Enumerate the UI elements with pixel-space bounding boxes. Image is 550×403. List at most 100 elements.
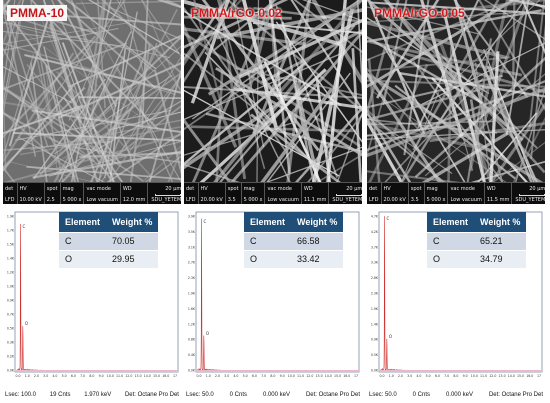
- vac-cell: vac mode Low vacuum: [84, 183, 121, 204]
- x-tick-label: 0.0: [379, 374, 384, 378]
- fiber: [443, 16, 486, 182]
- fiber: [447, 46, 453, 182]
- x-tick-label: 6.0: [71, 374, 76, 378]
- x-tick-label: 10.0: [288, 374, 295, 378]
- fiber: [156, 0, 181, 9]
- y-tick-label: 0.8K: [188, 338, 196, 342]
- y-tick-label: 1.7K: [7, 229, 15, 233]
- x-tick-label: 4.0: [233, 374, 238, 378]
- fiber: [417, 0, 480, 129]
- spot-cell: spot 2.5: [45, 183, 61, 204]
- fiber: [141, 145, 181, 182]
- fiber: [383, 0, 538, 149]
- hv-cell: HV 20.00 kV: [382, 183, 409, 204]
- x-tick-label: 8.0: [270, 374, 275, 378]
- scale-bar: 20 µm SDU_YETEM: [332, 186, 363, 203]
- fiber: [3, 87, 144, 182]
- fiber: [367, 21, 508, 60]
- fiber: [367, 124, 458, 137]
- fiber: [201, 0, 320, 152]
- x-tick-label: 0.0: [196, 374, 201, 378]
- element-weight-table: Element Weight % C 70.05 O 29.95: [59, 212, 159, 269]
- sample-label: PMMA/rGO-0.02: [191, 6, 282, 20]
- fiber: [281, 21, 315, 182]
- x-tick-label: 7.0: [444, 374, 449, 378]
- fiber: [31, 109, 181, 133]
- fiber: [184, 118, 232, 182]
- x-tick-label: 3.0: [224, 374, 229, 378]
- fiber: [141, 0, 181, 58]
- sem-data-bar: det LFD HV 20.00 kV spot 3.5 mag 5 000 x vac…: [367, 182, 546, 204]
- fiber: [460, 22, 504, 182]
- x-tick-label: 17: [354, 374, 358, 378]
- peak-label-o: O: [206, 331, 209, 336]
- hv-cell: HV 10.00 kV: [18, 183, 45, 204]
- fiber: [483, 0, 545, 40]
- y-tick-label: 1.6K: [188, 307, 196, 311]
- mag-cell: mag 5 000 x: [242, 183, 266, 204]
- fiber: [367, 12, 517, 23]
- fiber: [356, 0, 362, 95]
- x-tick-label: 14.0: [508, 374, 515, 378]
- y-tick-label: 3.1K: [188, 245, 196, 249]
- spectrum-baseline: [196, 370, 359, 372]
- fiber: [42, 0, 83, 123]
- element-weight-table: Element Weight % C 66.58 O 33.42: [244, 212, 344, 269]
- fiber: [375, 0, 440, 99]
- x-tick-label: 1.0: [389, 374, 394, 378]
- x-tick-label: 2.0: [215, 374, 220, 378]
- fiber: [53, 100, 181, 175]
- fiber: [89, 9, 178, 182]
- x-tick-label: 17: [173, 374, 177, 378]
- fiber: [184, 6, 287, 152]
- panel-pmma-rgo-005: PMMA/rGO-0.05 det LFD HV 20.00 kV spot 3.5 …: [367, 0, 546, 403]
- fiber: [26, 63, 123, 182]
- fiber: [191, 0, 361, 120]
- fiber: [3, 111, 95, 163]
- x-tick-label: 5.0: [62, 374, 67, 378]
- y-tick-label: 0.0K: [371, 369, 379, 373]
- panel-pmma-rgo-002: PMMA/rGO-0.02 det LFD HV 20.00 kV spot 3.5 …: [184, 0, 363, 403]
- fiber: [33, 78, 106, 180]
- x-tick-label: 7.0: [261, 374, 266, 378]
- scale-bar: 20 µm SDU_YETEM: [151, 186, 182, 203]
- sem-fiber-texture: [3, 0, 181, 182]
- y-tick-label: 3.9K: [188, 215, 196, 219]
- fiber: [184, 15, 292, 20]
- peak-label-c: C: [23, 224, 26, 229]
- fiber: [416, 0, 545, 18]
- fiber: [384, 47, 466, 182]
- x-tick-label: 13.0: [135, 374, 142, 378]
- fiber: [107, 75, 181, 182]
- fiber: [84, 0, 105, 112]
- y-tick-label: 1.2K: [188, 322, 196, 326]
- fiber: [367, 84, 497, 122]
- fiber: [100, 56, 181, 182]
- y-tick-label: 1.0K: [7, 285, 15, 289]
- fiber: [268, 0, 291, 174]
- sem-fiber-texture: [367, 0, 545, 182]
- spectrum-baseline: [15, 370, 178, 372]
- x-tick-label: 9.0: [99, 374, 104, 378]
- fiber: [3, 0, 22, 46]
- fiber: [479, 0, 529, 133]
- y-tick-label: 1.4K: [7, 257, 15, 261]
- x-tick-label: 15.0: [153, 374, 160, 378]
- peak-label-o: O: [25, 321, 28, 326]
- det-cell: det LFD: [367, 183, 382, 204]
- fiber: [424, 73, 545, 177]
- x-tick-label: 1.0: [206, 374, 211, 378]
- x-tick-label: 10.0: [107, 374, 114, 378]
- fiber: [88, 0, 180, 55]
- fiber: [367, 118, 498, 134]
- fiber: [315, 78, 331, 182]
- y-tick-label: 0.5K: [371, 353, 379, 357]
- y-tick-label: 4.7K: [371, 215, 379, 219]
- y-tick-label: 3.3K: [371, 261, 379, 265]
- x-tick-label: 5.0: [426, 374, 431, 378]
- x-tick-label: 15.0: [334, 374, 341, 378]
- fiber: [50, 20, 110, 179]
- fiber: [512, 116, 545, 182]
- eds-spectrum: 4.7K 4.2K 3.7K 3.3K 2.8K 2.3K 1.9K 1.4K 0.9K 0.5K…: [367, 206, 545, 386]
- fiber: [56, 71, 152, 177]
